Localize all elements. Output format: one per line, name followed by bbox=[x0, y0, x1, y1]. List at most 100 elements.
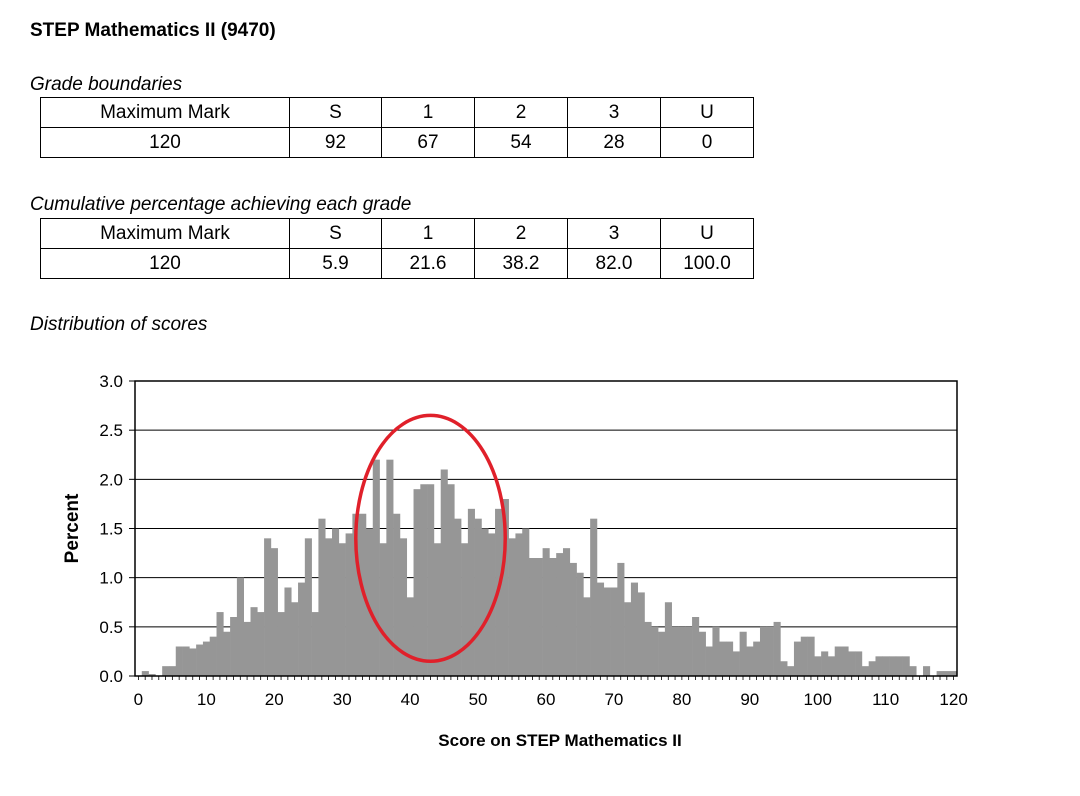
table-row: 120 5.9 21.6 38.2 82.0 100.0 bbox=[40, 248, 754, 279]
bar bbox=[556, 553, 564, 676]
bar bbox=[678, 626, 686, 676]
table-header-cell: 1 bbox=[381, 97, 475, 128]
x-tick-label: 70 bbox=[604, 690, 623, 709]
bar bbox=[950, 671, 958, 676]
bar bbox=[243, 621, 251, 676]
table-header-cell: 3 bbox=[567, 97, 661, 128]
bar bbox=[352, 513, 360, 676]
table-header-cell: S bbox=[289, 97, 382, 128]
table-cell: 120 bbox=[40, 127, 290, 158]
table-cell: 0 bbox=[660, 127, 754, 158]
bar bbox=[386, 459, 394, 676]
bar bbox=[658, 631, 666, 676]
bar bbox=[209, 636, 217, 676]
table-cell: 82.0 bbox=[567, 248, 661, 279]
x-tick-label: 120 bbox=[939, 690, 967, 709]
table-header-row: Maximum Mark S 1 2 3 U bbox=[40, 218, 754, 249]
bar bbox=[576, 572, 584, 676]
bar bbox=[848, 651, 856, 676]
bar bbox=[318, 518, 326, 676]
bar bbox=[175, 646, 183, 676]
table-cell: 28 bbox=[567, 127, 661, 158]
bar bbox=[855, 651, 863, 676]
table-cell: 120 bbox=[40, 248, 290, 279]
bar bbox=[535, 558, 543, 676]
bar bbox=[895, 656, 903, 676]
bar bbox=[264, 538, 272, 676]
plot-frame bbox=[134, 380, 958, 677]
y-tick-label: 2.5 bbox=[99, 421, 123, 440]
y-tick-label: 0.5 bbox=[99, 618, 123, 637]
bar bbox=[617, 562, 625, 676]
bar bbox=[372, 459, 380, 676]
bar bbox=[250, 607, 258, 676]
bar bbox=[746, 646, 754, 676]
bar bbox=[569, 562, 577, 676]
y-tick-label: 3.0 bbox=[99, 372, 123, 391]
bar bbox=[610, 587, 618, 676]
bar bbox=[399, 538, 408, 676]
table-header-cell: Maximum Mark bbox=[40, 97, 290, 128]
bar bbox=[827, 656, 836, 676]
bar bbox=[413, 489, 421, 676]
bar bbox=[515, 533, 523, 676]
bar bbox=[338, 543, 346, 676]
bar bbox=[943, 671, 951, 676]
bar bbox=[501, 499, 509, 676]
bar bbox=[433, 543, 442, 676]
bar bbox=[202, 641, 211, 676]
bar bbox=[902, 656, 910, 676]
table-header-cell: U bbox=[660, 97, 754, 128]
bar bbox=[780, 661, 788, 676]
table-row: 120 92 67 54 28 0 bbox=[40, 127, 754, 158]
bar bbox=[821, 651, 829, 676]
table-header-cell: 1 bbox=[381, 218, 475, 249]
bar bbox=[148, 674, 156, 676]
bar bbox=[868, 661, 876, 676]
table-cell: 92 bbox=[289, 127, 382, 158]
cumulative-caption: Cumulative percentage achieving each gra… bbox=[30, 194, 412, 215]
bar bbox=[304, 538, 312, 676]
table-header-row: Maximum Mark S 1 2 3 U bbox=[40, 97, 754, 128]
bar bbox=[719, 641, 727, 676]
bar bbox=[365, 528, 374, 676]
bar bbox=[427, 484, 435, 676]
bar bbox=[692, 617, 700, 676]
bar bbox=[759, 626, 768, 676]
y-tick-label: 1.5 bbox=[99, 520, 123, 539]
bar bbox=[236, 577, 244, 676]
bar bbox=[325, 538, 333, 676]
bar bbox=[787, 666, 795, 676]
bar bbox=[182, 646, 190, 676]
bar bbox=[936, 671, 944, 676]
bar bbox=[542, 548, 550, 676]
bar bbox=[834, 646, 842, 676]
bar bbox=[861, 666, 869, 676]
bars bbox=[141, 459, 958, 676]
x-tick-label: 60 bbox=[537, 690, 556, 709]
table-cell: 21.6 bbox=[381, 248, 475, 279]
bar bbox=[807, 636, 815, 676]
bar bbox=[562, 548, 571, 676]
score-distribution-chart: 0.0 0.5 1.0 1.5 2.0 2.5 3.0 0 10 20 30 40 50 60 70 80 90… bbox=[62, 372, 968, 750]
x-tick-label: 30 bbox=[333, 690, 352, 709]
table-cell: 54 bbox=[474, 127, 568, 158]
bar bbox=[277, 612, 285, 676]
bar bbox=[481, 528, 489, 676]
table-header-cell: Maximum Mark bbox=[40, 218, 290, 249]
bar bbox=[705, 646, 713, 676]
bar bbox=[596, 582, 605, 676]
x-tick-label: 40 bbox=[401, 690, 420, 709]
table-header-cell: U bbox=[660, 218, 754, 249]
bar bbox=[793, 641, 802, 676]
x-tick-label: 110 bbox=[872, 690, 899, 709]
bar bbox=[726, 641, 734, 676]
bar bbox=[651, 626, 659, 676]
bar bbox=[766, 626, 774, 676]
bar bbox=[603, 587, 611, 676]
bar bbox=[841, 646, 849, 676]
bar bbox=[461, 543, 469, 676]
x-tick-label: 20 bbox=[265, 690, 284, 709]
y-axis-label: Percent bbox=[62, 493, 83, 563]
bar bbox=[624, 602, 632, 676]
